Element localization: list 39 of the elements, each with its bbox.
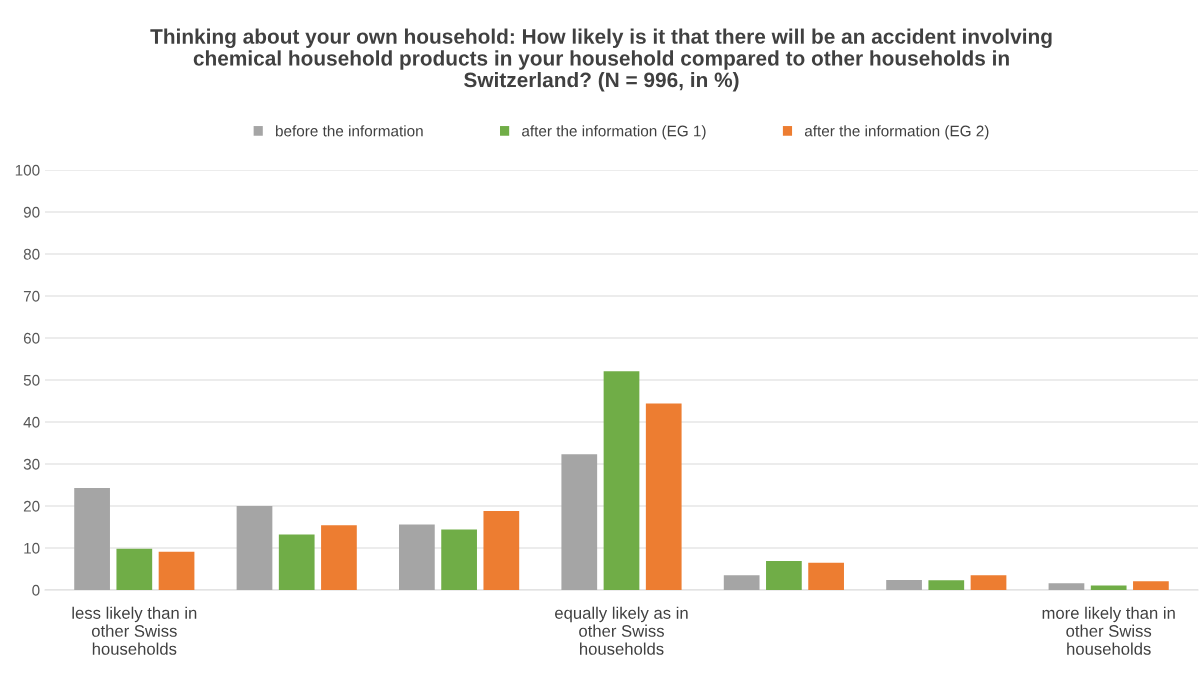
bar xyxy=(399,524,435,590)
bar xyxy=(886,579,922,590)
bar xyxy=(321,525,357,590)
legend-label: after the information (EG 2) xyxy=(804,125,989,140)
x-tick-label: equally likely as in other Swiss households xyxy=(555,606,688,655)
y-tick-label: 0 xyxy=(32,584,40,596)
bar xyxy=(158,551,195,590)
y-tick-label: 70 xyxy=(23,290,40,302)
bar xyxy=(723,575,760,590)
y-tick-label: 80 xyxy=(23,248,40,260)
y-tick-label: 20 xyxy=(23,500,40,512)
chart-title: Thinking about your own household: How likely is it that there will be an accident involving chemical household products in your household compared to other households in Switzerland? (N = 996, in %) xyxy=(150,28,1052,92)
bar xyxy=(603,371,640,590)
bar xyxy=(645,403,682,590)
bar xyxy=(766,561,802,590)
y-tick-label: 50 xyxy=(23,374,40,386)
bar xyxy=(808,562,844,590)
bar xyxy=(278,534,315,590)
bar xyxy=(1090,585,1127,590)
x-tick-label: less likely than in other Swiss households xyxy=(72,606,197,655)
bar xyxy=(928,580,965,590)
bar xyxy=(561,454,598,590)
legend-label: before the information xyxy=(276,125,423,137)
bar xyxy=(1048,583,1085,590)
y-tick-label: 90 xyxy=(23,206,40,218)
y-tick-label: 100 xyxy=(15,164,40,176)
x-tick-label: more likely than in other Swiss households xyxy=(1042,606,1175,655)
y-tick-label: 10 xyxy=(24,542,40,554)
bar xyxy=(441,529,477,590)
legend-label: after the information (EG 1) xyxy=(522,125,706,140)
bar xyxy=(116,548,153,590)
bar xyxy=(1133,581,1169,590)
y-tick-label: 40 xyxy=(23,416,40,428)
bar xyxy=(74,487,110,590)
y-tick-label: 60 xyxy=(23,332,40,344)
bar xyxy=(483,511,520,590)
bar xyxy=(236,506,273,590)
y-tick-label: 30 xyxy=(23,458,40,470)
bar xyxy=(970,575,1007,590)
